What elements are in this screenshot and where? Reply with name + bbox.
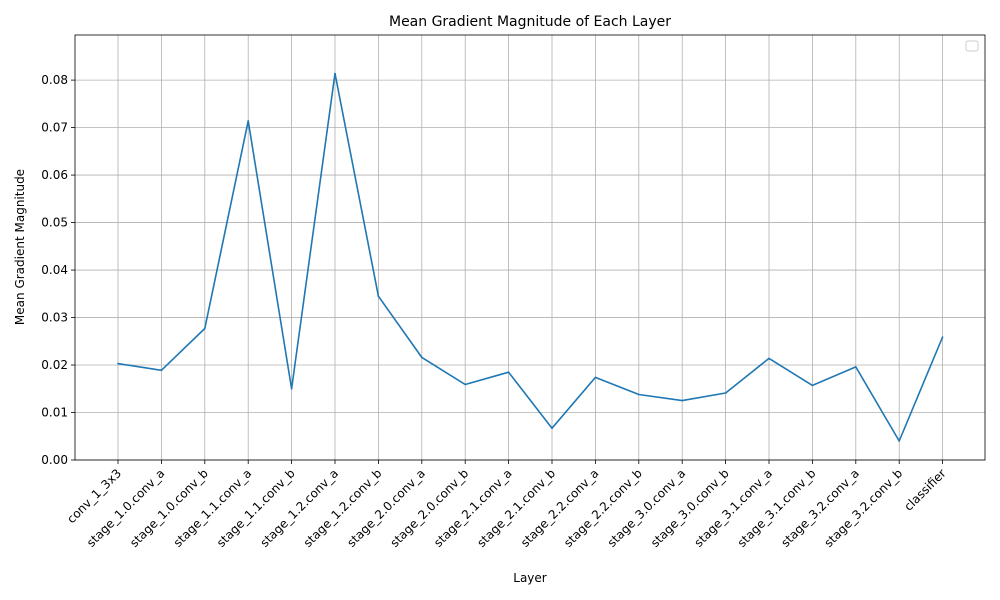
y-tick-label: 0.08 xyxy=(41,73,68,87)
y-tick-label: 0.01 xyxy=(41,406,68,420)
legend-box xyxy=(965,40,979,52)
data-point xyxy=(464,383,467,386)
data-point xyxy=(117,362,119,365)
chart-title: Mean Gradient Magnitude of Each Layer xyxy=(389,14,671,30)
y-axis-ticks: 0.00 0.01 0.02 0.03 0.04 0.05 0.06 0.07 0.08 xyxy=(41,73,75,467)
y-tick-label: 0.00 xyxy=(41,453,68,467)
data-point xyxy=(594,376,597,379)
data-point xyxy=(160,369,163,372)
data-point xyxy=(334,72,336,75)
data-point xyxy=(768,357,770,360)
data-point xyxy=(638,393,640,396)
y-tick-label: 0.03 xyxy=(41,311,68,325)
data-point xyxy=(421,356,423,359)
series-line xyxy=(117,72,944,442)
data-point xyxy=(507,371,510,374)
y-tick-label: 0.04 xyxy=(41,263,68,277)
y-tick-label: 0.06 xyxy=(41,168,68,182)
data-point xyxy=(551,427,553,430)
y-tick-label: 0.07 xyxy=(41,121,68,135)
data-point xyxy=(811,384,814,387)
y-tick-label: 0.05 xyxy=(41,216,68,230)
y-tick-label: 0.02 xyxy=(41,358,68,372)
data-series xyxy=(117,72,944,442)
grid-lines xyxy=(75,35,985,461)
data-point xyxy=(898,440,900,442)
plot-frame xyxy=(74,34,986,461)
data-point xyxy=(724,392,727,394)
data-point xyxy=(247,120,249,122)
data-point xyxy=(377,295,380,298)
data-point xyxy=(204,327,206,330)
data-point xyxy=(681,399,683,402)
data-point xyxy=(941,336,944,338)
x-axis-label: Layer xyxy=(513,571,547,585)
data-point xyxy=(290,388,293,390)
data-point xyxy=(855,366,857,368)
y-axis-label: Mean Gradient Magnitude xyxy=(13,169,27,325)
